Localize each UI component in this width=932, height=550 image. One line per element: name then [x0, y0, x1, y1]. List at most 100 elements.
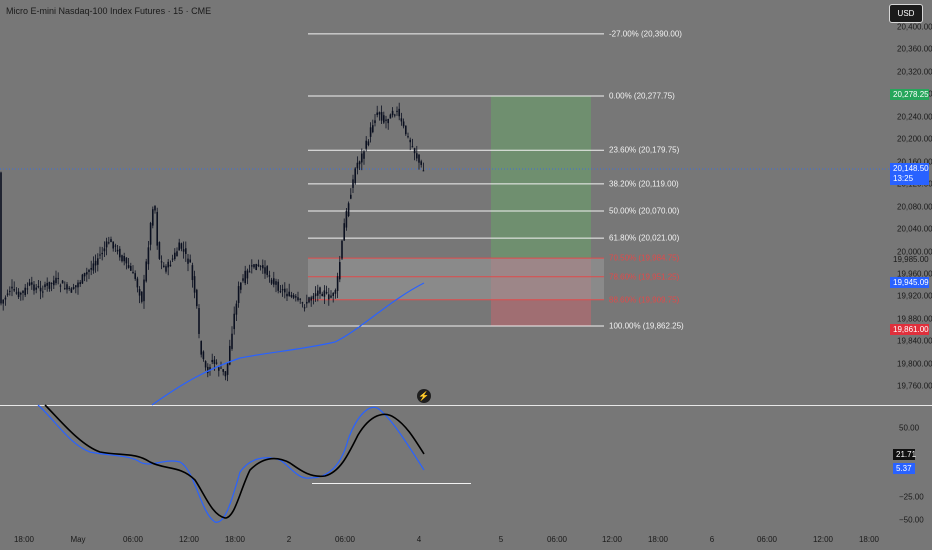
candle-body [90, 268, 92, 270]
candle-body [363, 151, 365, 159]
candle-body [387, 118, 389, 124]
candle-body [24, 287, 26, 296]
candle-body [46, 282, 48, 286]
candle-body [422, 170, 425, 172]
time-tick: May [70, 535, 86, 544]
oscillator-signal-line [37, 404, 425, 523]
candle-body [125, 257, 128, 264]
candle-body [2, 299, 4, 304]
candle-body [112, 241, 114, 249]
lightning-icon[interactable]: ⚡ [417, 389, 431, 403]
candle-body [167, 261, 169, 268]
candle-body [402, 121, 405, 127]
target-zone [491, 96, 591, 259]
fib-level-label: 38.20% (20,119.00) [609, 179, 679, 189]
candle-body [11, 286, 13, 289]
candle-body [292, 295, 295, 298]
candle-body [165, 266, 167, 272]
candle-body [136, 278, 139, 288]
candle-body [81, 274, 84, 284]
candle-body [193, 276, 196, 293]
candle-body [207, 366, 209, 374]
candle-body [396, 110, 398, 112]
candle-body [259, 265, 262, 267]
candle-body [295, 296, 297, 298]
fib-shaded-zone [308, 258, 604, 300]
candle-body [92, 263, 95, 271]
candle-body [240, 282, 242, 290]
candle-body [198, 308, 200, 334]
candle-body [108, 242, 110, 244]
currency-button[interactable]: USD [889, 4, 923, 23]
candle-body [372, 125, 374, 133]
candle-body [22, 290, 24, 294]
candle-body [9, 290, 11, 292]
candle-body [268, 275, 271, 277]
candle-body [400, 118, 403, 122]
candle-body [55, 277, 57, 284]
price-tick: 20,160.00 [897, 157, 932, 167]
candle-body [334, 290, 337, 294]
candle-body [4, 297, 7, 300]
candle-body [215, 362, 218, 364]
candle-body [237, 286, 240, 304]
candle-body [28, 282, 31, 286]
candle-body [339, 262, 341, 280]
candle-body [281, 289, 284, 291]
fib-level-label: -27.00% (20,390.00) [609, 29, 682, 39]
candle-body [130, 265, 132, 271]
candle-body [246, 270, 249, 279]
candle-body [418, 154, 420, 163]
candle-body [101, 252, 103, 255]
candle-body [185, 248, 187, 254]
oscillator-tick: −25.00 [899, 492, 924, 502]
candle-body [279, 291, 282, 293]
candle-body [220, 367, 222, 369]
candle-body [413, 148, 416, 154]
candle-body [79, 282, 81, 285]
candle-body [154, 206, 156, 211]
candle-body [70, 288, 73, 293]
candle-body [297, 297, 299, 301]
price-tick: 19,920.00 [897, 291, 932, 301]
candle-body [345, 210, 348, 228]
oscillator-main-line [44, 404, 425, 519]
fib-level-label: 61.80% (20,021.00) [609, 233, 680, 243]
candle-body [385, 119, 387, 121]
candle-body [253, 264, 255, 268]
candle-body [407, 136, 409, 138]
candle-body [354, 168, 356, 184]
candle-body [39, 287, 42, 292]
candle-body [222, 369, 224, 372]
time-tick: 12:00 [812, 535, 834, 544]
candle-body [99, 254, 101, 256]
candle-body [242, 278, 244, 281]
candle-body [257, 264, 260, 267]
candle-body [308, 297, 310, 303]
candle-body [94, 260, 97, 266]
candle-body [323, 290, 326, 297]
candle-body [352, 179, 354, 188]
candle-body [176, 251, 178, 257]
candle-body [420, 161, 422, 165]
candle-body [306, 301, 308, 304]
candle-body [77, 282, 79, 288]
candle-body [299, 298, 301, 300]
candle-body [44, 284, 46, 288]
candle-body [86, 272, 88, 275]
candle-body [72, 287, 75, 289]
candle-body [226, 362, 229, 375]
candle-body [59, 285, 62, 287]
candle-body [233, 313, 235, 330]
candle-body [178, 242, 180, 251]
candle-body [365, 140, 367, 149]
candle-body [361, 153, 363, 163]
candle-body [264, 267, 266, 274]
candle-body [114, 245, 117, 247]
price-tick: 19,880.00 [897, 314, 932, 324]
candle-body [325, 292, 328, 294]
time-tick: 18:00 [647, 535, 669, 544]
candle-body [317, 290, 319, 296]
candle-body [411, 146, 414, 148]
